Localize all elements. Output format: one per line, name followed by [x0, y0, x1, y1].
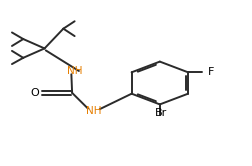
- Text: Br: Br: [155, 108, 167, 118]
- Text: NH: NH: [67, 66, 82, 77]
- Text: F: F: [208, 67, 214, 77]
- Text: NH: NH: [86, 106, 102, 116]
- Text: O: O: [30, 88, 39, 98]
